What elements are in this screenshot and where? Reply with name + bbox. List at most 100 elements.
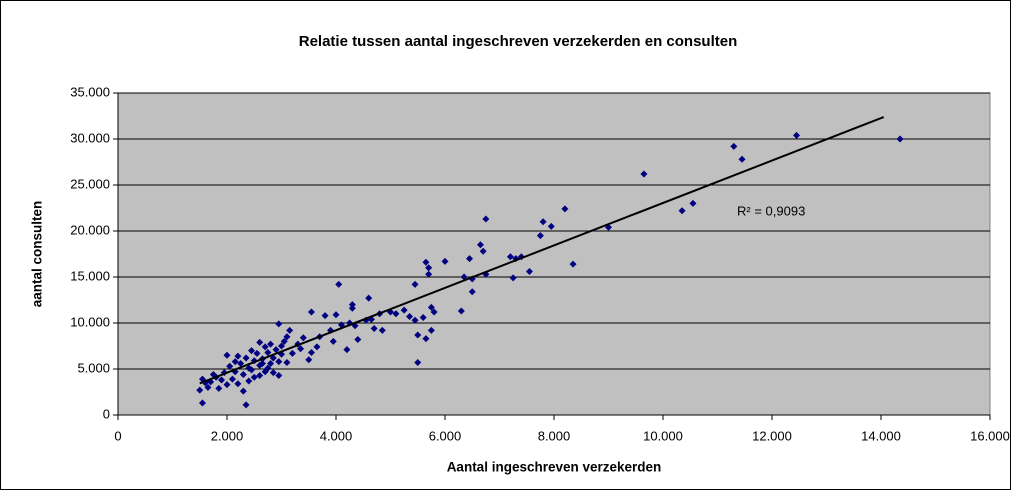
data-point [430,308,438,316]
x-tick-label: 2.000 [211,428,244,443]
data-point [392,310,400,318]
data-point [245,377,253,385]
data-point [242,401,250,409]
data-point [239,387,247,395]
data-point [198,399,206,407]
data-point [370,325,378,333]
data-point [226,362,234,370]
data-point [253,349,261,357]
data-point [209,371,217,379]
data-point [419,313,427,321]
data-point [479,247,487,255]
r-squared-annotation: R² = 0,9093 [737,203,805,218]
data-point [738,155,746,163]
data-point [278,342,285,350]
data-point [286,326,294,334]
data-point [332,311,340,319]
data-point [264,348,272,356]
data-point [218,376,226,384]
data-point [414,359,422,367]
data-point [269,369,277,377]
data-point [313,343,321,351]
data-point [223,381,231,389]
x-tick-label: 16.000 [970,428,1010,443]
data-point [215,384,223,392]
data-point [275,320,283,328]
data-point [411,280,419,288]
data-point [525,267,533,275]
data-point [536,232,544,240]
y-tick-label: 35.000 [70,84,110,99]
data-point [422,258,430,266]
data-point [378,326,386,334]
y-tick-label: 15.000 [70,268,110,283]
data-point [267,340,275,348]
data-point [305,356,313,364]
data-point [234,352,242,360]
data-point [280,337,288,345]
data-point [288,349,296,357]
data-point [343,346,351,354]
data-point [237,359,245,367]
data-point [275,358,283,366]
y-tick-label: 25.000 [70,176,110,191]
data-point [248,347,256,355]
data-point [539,218,547,226]
data-point [267,359,275,367]
data-point [204,383,212,391]
data-point [561,205,569,213]
data-point [354,336,362,344]
data-point [264,364,272,372]
data-point [348,304,356,312]
data-point [196,386,204,394]
y-tick-label: 20.000 [70,222,110,237]
x-tick-label: 6.000 [429,428,462,443]
data-point [231,358,239,366]
data-point [329,337,337,345]
data-point [239,371,247,379]
data-point [307,308,315,316]
data-point [250,373,258,381]
data-point [406,313,414,321]
y-tick-label: 5.000 [77,360,110,375]
data-point [896,135,904,143]
data-point [425,264,433,272]
data-point [689,199,697,207]
data-point [228,375,236,383]
data-point [242,354,250,362]
x-tick-label: 4.000 [320,428,353,443]
data-point [256,338,264,346]
x-tick-label: 8.000 [538,428,571,443]
data-point [272,346,280,354]
y-tick-label: 10.000 [70,314,110,329]
data-point [506,253,514,261]
x-axis-title: Aantal ingeschreven verzekerden [447,460,662,475]
data-point [476,241,484,249]
y-tick-label: 30.000 [70,130,110,145]
x-tick-label: 0 [114,428,121,443]
data-point [640,170,648,178]
data-point [441,257,449,265]
data-point [321,312,329,320]
data-point [466,255,474,263]
data-point [411,316,419,324]
data-point [299,334,307,342]
data-point [400,306,408,314]
data-point [275,371,283,379]
data-point [547,222,555,230]
data-point [569,260,577,268]
data-point [457,307,465,315]
data-point [365,294,373,302]
data-point [223,351,231,359]
data-point [297,345,305,353]
data-point [468,288,476,296]
data-point [248,366,256,374]
data-point [256,371,264,379]
data-point [283,333,291,341]
y-axis-title: aantal consulten [30,201,45,308]
data-point [234,380,242,388]
data-point [335,280,343,288]
data-point [509,274,517,282]
data-point [422,335,430,343]
